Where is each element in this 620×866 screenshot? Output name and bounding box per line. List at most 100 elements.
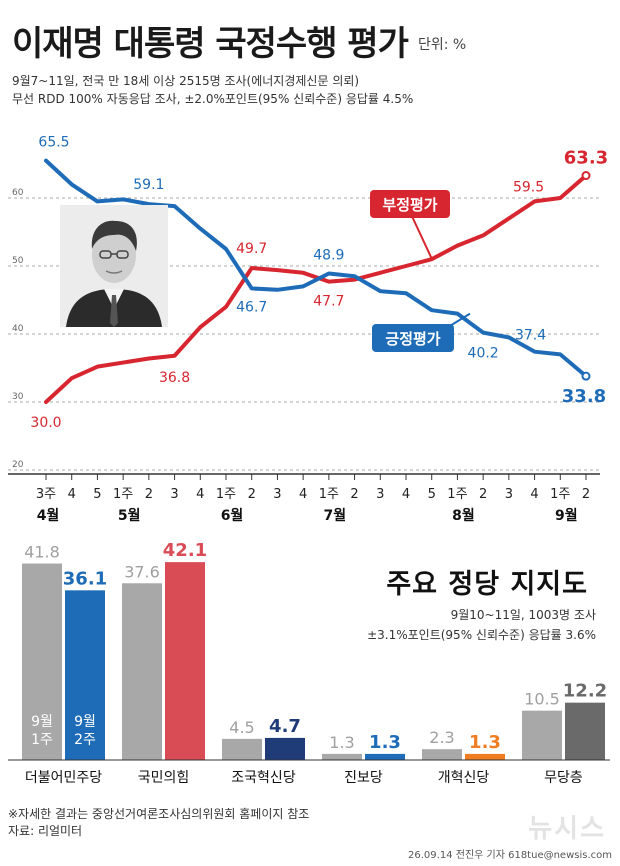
bar-label-curr-0: 36.1: [63, 568, 107, 589]
data-label-0-19: 59.5: [513, 179, 544, 195]
series-end-point-0: [581, 171, 591, 181]
x-tick-6: 4: [196, 487, 204, 502]
x-tick-3: 1주: [113, 487, 133, 502]
data-label-1-17: 40.2: [468, 346, 499, 362]
month-label-11: 7월: [324, 507, 347, 524]
party-bar-chart: 41.836.1 37.642.1 4.5 4.7 1.3 1.3 2.3 1.3 10.5 12…: [8, 540, 610, 786]
data-label-1-0: 65.5: [38, 135, 69, 151]
x-tick-7: 1주: [216, 487, 236, 502]
bar-curr-2: [265, 737, 305, 760]
x-tick-4: 2: [145, 487, 153, 502]
x-tick-5: 3: [170, 487, 178, 502]
bar-curr-0: [65, 590, 105, 760]
bars: [8, 562, 610, 761]
legend-pointer-0: [409, 211, 433, 260]
bar-prev-4: [422, 749, 462, 760]
data-label-0-11: 47.7: [313, 294, 344, 310]
unit-label: 단위: %: [418, 37, 467, 53]
y-tick-20: 20: [12, 460, 24, 470]
x-tick-18: 3: [505, 487, 513, 502]
x-tick-0: 3주: [36, 487, 56, 502]
category-label-4: 개혁신당: [438, 770, 490, 786]
series-lines: [44, 158, 591, 404]
in-bar-legend-prev-1: 1주: [31, 732, 53, 748]
x-tick-20: 1주: [550, 487, 570, 502]
x-tick-15: 5: [428, 487, 436, 502]
bar-prev-5: [522, 710, 562, 760]
x-tick-19: 4: [530, 487, 538, 502]
data-label-1-8: 46.7: [236, 299, 267, 315]
data-label-0-0: 30.0: [30, 415, 61, 431]
x-axis: 3주 4 5 1주 2 3 4 1주 2 3 4 1주 2 3 4 5 1주 2 3 4 1주 2 4월 5월 6월 7월 8월 9월: [8, 473, 600, 524]
x-tick-21: 2: [582, 487, 590, 502]
page-title: 이재명 대통령 국정수행 평가: [12, 24, 409, 64]
data-label-0-5: 36.8: [159, 370, 190, 386]
bar-label-curr-4: 1.3: [469, 732, 501, 753]
data-label-1-21: 33.8: [562, 386, 606, 407]
x-tick-14: 4: [402, 487, 410, 502]
x-tick-10: 4: [299, 487, 307, 502]
bar-prev-1: [122, 583, 162, 760]
bar-curr-3: [365, 753, 405, 760]
bar-label-prev-2: 4.5: [229, 718, 254, 737]
x-tick-1: 4: [68, 487, 76, 502]
bar-curr-1: [165, 562, 205, 760]
data-label-1-19: 37.4: [515, 328, 546, 344]
x-tick-17: 2: [479, 487, 487, 502]
bar-label-prev-0: 41.8: [24, 543, 60, 562]
bar-label-prev-5: 10.5: [524, 690, 560, 709]
survey-info-1: 9월7~11일, 전국 만 18세 이상 2515명 조사(에너지경제신문 의뢰…: [12, 74, 360, 88]
party-chart-title: 주요 정당 지지도: [386, 569, 588, 600]
bar-curr-5: [565, 702, 605, 760]
bar-label-prev-4: 2.3: [429, 728, 454, 747]
x-tick-12: 2: [350, 487, 358, 502]
data-label-0-21: 63.3: [564, 148, 608, 169]
in-bar-legend-curr-1: 2주: [74, 732, 96, 748]
month-label-3: 5월: [118, 507, 141, 524]
bar-label-curr-1: 42.1: [163, 540, 207, 561]
footnote: ※자세한 결과는 중앙선거여론조사심의위원회 홈페이지 참조: [8, 807, 310, 821]
bar-labels: 41.836.1 37.642.1 4.5 4.7 1.3 1.3 2.3 1.3 10.5 12…: [24, 540, 607, 753]
legend-box-0: [370, 190, 450, 218]
month-label-16: 8월: [452, 507, 475, 524]
portrait-illustration: [60, 205, 168, 327]
month-label-0: 4월: [37, 507, 60, 524]
data-label-0-8: 49.7: [236, 241, 267, 257]
source: 자료: 리얼미터: [8, 824, 83, 838]
y-tick-40: 40: [12, 324, 24, 334]
survey-info-2: 무선 RDD 100% 자동응답 조사, ±2.0%포인트(95% 신뢰수준) …: [12, 92, 414, 106]
bar-prev-0: [22, 563, 62, 760]
data-label-1-4: 59.1: [133, 177, 164, 193]
bar-label-prev-3: 1.3: [329, 733, 354, 752]
y-tick-50: 50: [12, 256, 24, 266]
bar-label-prev-1: 37.6: [124, 562, 160, 581]
series-line-1: [44, 158, 588, 379]
category-label-1: 국민의힘: [138, 770, 190, 786]
legend-label-0: 부정평가: [382, 196, 437, 214]
bar-label-curr-3: 1.3: [369, 732, 401, 753]
category-label-0: 더불어민주당: [25, 770, 102, 786]
legend-box-1: [372, 324, 454, 352]
series-line-0: [44, 173, 588, 404]
legend-label-1: 긍정평가: [385, 330, 440, 348]
x-tick-2: 5: [93, 487, 101, 502]
x-tick-9: 3: [273, 487, 281, 502]
newsis-logo: 뉴시스: [528, 814, 606, 844]
data-label-1-11: 48.9: [313, 247, 344, 263]
bar-label-curr-5: 12.2: [563, 681, 607, 702]
month-label-7: 6월: [221, 507, 244, 524]
bar-prev-2: [222, 738, 262, 760]
series-end-point-1: [581, 371, 591, 381]
category-label-3: 진보당: [344, 770, 383, 786]
x-tick-11: 1주: [319, 487, 339, 502]
category-label-5: 무당층: [544, 770, 583, 786]
x-tick-8: 2: [248, 487, 256, 502]
in-bar-legend-curr-0: 9월: [74, 714, 96, 730]
president-photo: [60, 205, 168, 327]
category-label-2: 조국혁신당: [231, 770, 296, 786]
bar-curr-4: [465, 753, 505, 760]
data-labels: 30.0 36.8 49.7 47.7 59.5 63.3 65.5 59.1 46.7 48.9…: [30, 135, 608, 431]
y-tick-30: 30: [12, 392, 24, 402]
month-label-20: 9월: [555, 507, 578, 524]
